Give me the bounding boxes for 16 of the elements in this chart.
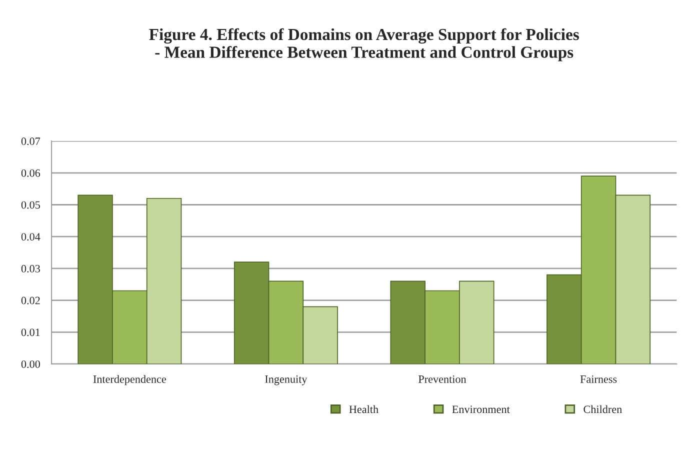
chart-title: Figure 4. Effects of Domains on Average Support for Policies - Mean Difference Between Treatment and Control Groups <box>149 28 579 62</box>
x-tick-label: Fairness <box>580 375 617 383</box>
y-tick-label: 0.04 <box>21 233 40 241</box>
x-tick-label: Interdependence <box>93 375 166 386</box>
x-tick-label: Prevention <box>418 375 466 383</box>
x-tick-label: Ingenuity <box>265 375 308 386</box>
y-tick-label: 0.01 <box>21 328 40 336</box>
y-tick-label: 0.03 <box>21 264 40 272</box>
y-tick-label: 0.00 <box>21 360 40 368</box>
legend-label: Environment <box>452 406 510 414</box>
legend-label: Children <box>584 405 622 414</box>
y-tick-label: 0.06 <box>21 169 40 177</box>
y-tick-label: 0.07 <box>21 138 40 146</box>
legend-label: Health <box>349 405 378 414</box>
y-tick-label: 0.05 <box>21 201 40 209</box>
y-tick-label: 0.02 <box>21 296 40 304</box>
